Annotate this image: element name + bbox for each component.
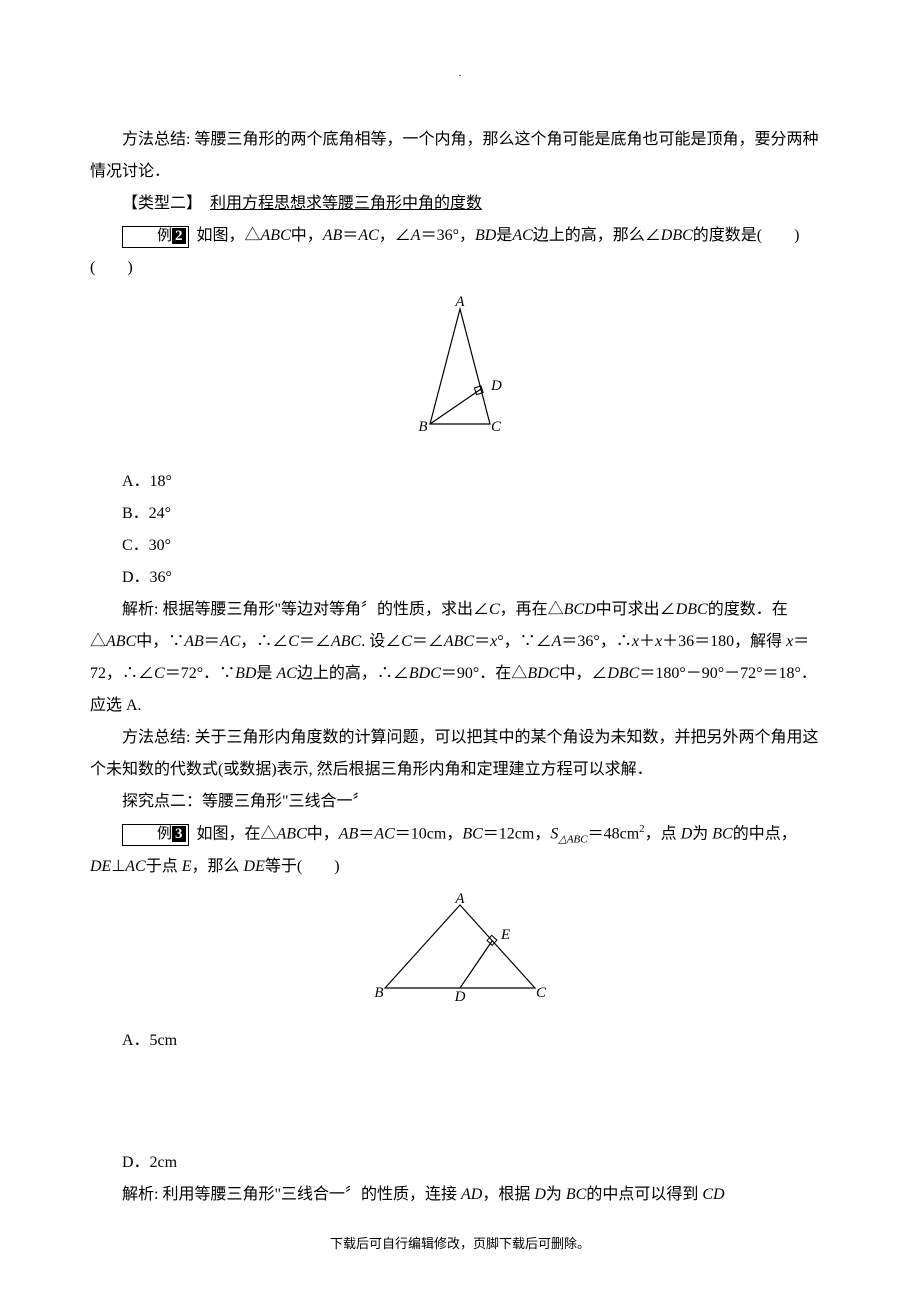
method-summary-2: 方法总结: 关于三角形内角度数的计算问题，可以把其中的某个角设为未知数，并把另外… bbox=[90, 722, 830, 786]
ex2-text-7: 的度数是( ) bbox=[693, 227, 800, 244]
example-3-tag: 例3 bbox=[122, 824, 189, 846]
analysis-3: 解析: 利用等腰三角形"三线合一〞的性质，连接 AD，根据 D为 BC的中点可以… bbox=[90, 1179, 830, 1211]
svg-text:C: C bbox=[491, 419, 502, 435]
example-3-tag-text: 例 bbox=[157, 826, 172, 842]
triangle-abc-svg: A B C D bbox=[395, 294, 525, 444]
ex2-A: A bbox=[411, 227, 421, 244]
ex2-ac2: AC bbox=[512, 227, 532, 244]
svg-text:B: B bbox=[374, 985, 383, 1001]
type-2-title: 利用方程思想求等腰三角形中角的度数 bbox=[210, 195, 482, 212]
opt-2-a: A．18° bbox=[122, 466, 830, 498]
example-3-options: A．5cm D．2cm bbox=[90, 1025, 830, 1179]
ex2-text-1: 如图，△ bbox=[197, 227, 261, 244]
ex2-text-5: 是 bbox=[496, 227, 512, 244]
figure-1: A B C D bbox=[90, 294, 830, 456]
method-summary-1: 方法总结: 等腰三角形的两个底角相等，一个内角，那么这个角可能是底角也可能是顶角… bbox=[90, 124, 830, 188]
ex3-sub: △ABC bbox=[558, 834, 587, 846]
type-2-heading: 【类型二】 利用方程思想求等腰三角形中角的度数 bbox=[90, 188, 830, 220]
type-2-label: 【类型二】 bbox=[122, 195, 202, 212]
opt-2-c: C．30° bbox=[122, 530, 830, 562]
ex2-text-6: 边上的高，那么∠ bbox=[533, 227, 661, 244]
svg-text:D: D bbox=[454, 989, 466, 1003]
opt-3-gap bbox=[122, 1057, 830, 1147]
svg-text:C: C bbox=[536, 985, 547, 1001]
explore-2: 探究点二：等腰三角形"三线合一〞 bbox=[90, 786, 830, 818]
svg-text:A: A bbox=[454, 893, 465, 907]
ex2-ac: AC bbox=[358, 227, 378, 244]
example-2-tag: 例2 bbox=[122, 226, 189, 248]
ex2-dbc: DBC bbox=[661, 227, 693, 244]
top-marker: . bbox=[90, 60, 830, 84]
ex2-bd: BD bbox=[475, 227, 496, 244]
ex2-text-2: 中， bbox=[291, 227, 323, 244]
ex2-ab: AB bbox=[323, 227, 343, 244]
example-tag-text: 例 bbox=[157, 228, 172, 244]
analysis-2: 解析: 根据等腰三角形"等边对等角〞的性质，求出∠C，再在△BCD中可求出∠DB… bbox=[90, 594, 830, 722]
opt-2-b: B．24° bbox=[122, 498, 830, 530]
ex3-sup: 2 bbox=[639, 823, 645, 835]
example-2-question: 例2 如图，△ABC中，AB＝AC，∠A＝36°，BD是AC边上的高，那么∠DB… bbox=[90, 220, 830, 252]
opt-3-d: D．2cm bbox=[122, 1147, 830, 1179]
svg-text:E: E bbox=[500, 927, 510, 943]
example-2-blank: ( ) bbox=[90, 252, 830, 284]
triangle-abc-2-svg: A B C D E bbox=[365, 893, 555, 1003]
page-footer: 下载后可自行编辑修改，页脚下载后可删除。 bbox=[90, 1231, 830, 1257]
svg-text:D: D bbox=[490, 378, 502, 394]
figure-2: A B C D E bbox=[90, 893, 830, 1015]
ex2-text-4: ＝36°， bbox=[421, 227, 475, 244]
example-3-question: 例3 如图，在△ABC中，AB＝AC＝10cm，BC＝12cm，S△ABC＝48… bbox=[90, 818, 830, 883]
ex2-abc: ABC bbox=[261, 227, 291, 244]
example-tag-num: 2 bbox=[172, 228, 186, 244]
opt-3-a: A．5cm bbox=[122, 1025, 830, 1057]
example-2-options: A．18° B．24° C．30° D．36° bbox=[90, 466, 830, 594]
svg-text:A: A bbox=[454, 294, 465, 310]
ex2-text-3: ，∠ bbox=[379, 227, 411, 244]
example-3-tag-num: 3 bbox=[172, 826, 186, 842]
svg-text:B: B bbox=[418, 419, 427, 435]
page-content: . 方法总结: 等腰三角形的两个底角相等，一个内角，那么这个角可能是底角也可能是… bbox=[0, 0, 920, 1297]
opt-2-d: D．36° bbox=[122, 562, 830, 594]
